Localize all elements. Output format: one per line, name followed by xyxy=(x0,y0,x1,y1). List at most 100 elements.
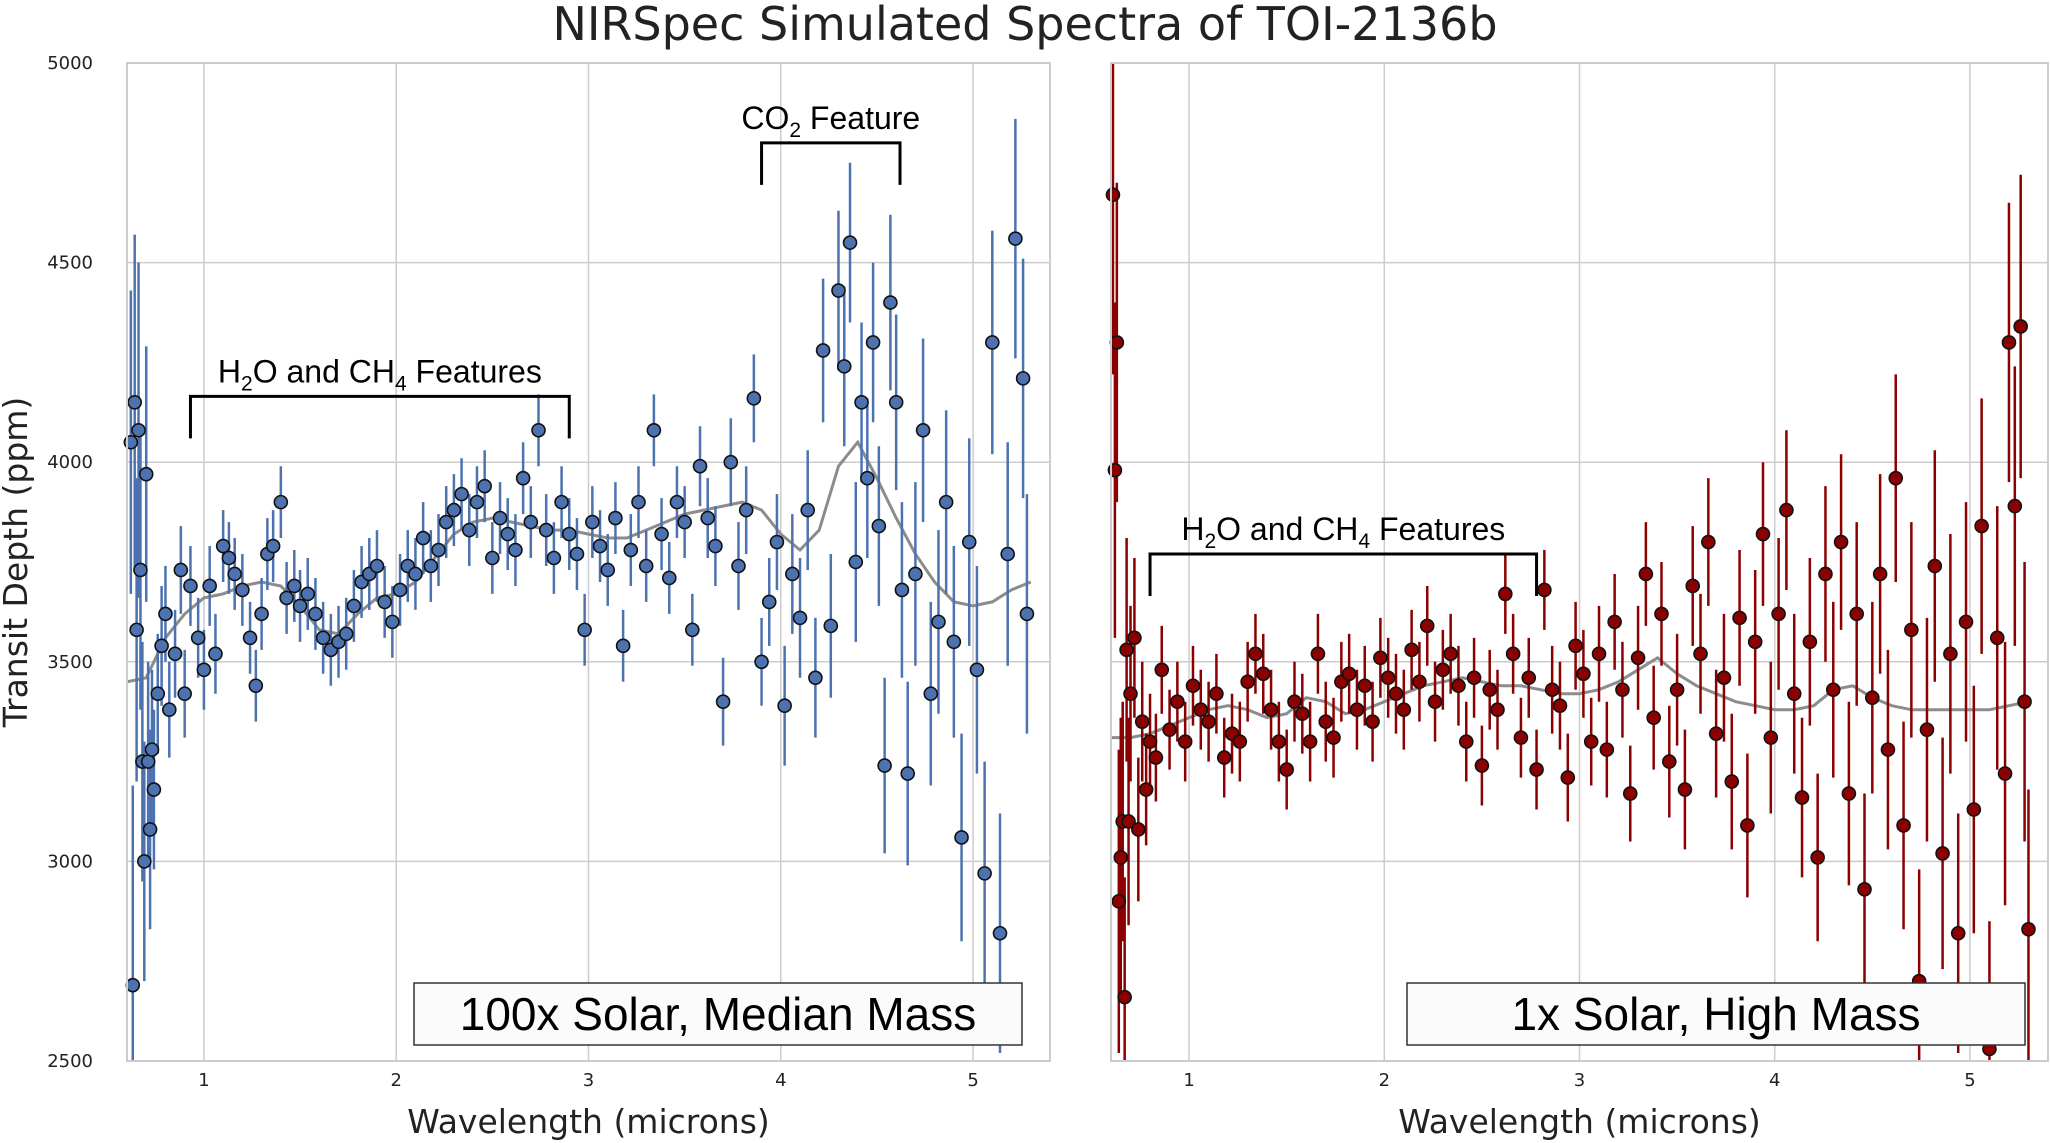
left-panel-data-point xyxy=(248,678,264,694)
right-panel-data-point xyxy=(1615,682,1630,698)
left-panel-data-point xyxy=(1008,231,1023,246)
left-panel-data-point xyxy=(608,510,623,526)
right-panel-data-point xyxy=(1669,682,1685,698)
right-panel-data-point xyxy=(2001,335,2017,350)
right-panel-data-point xyxy=(1583,734,1599,749)
right-panel-data-point xyxy=(2007,498,2023,514)
left-panel-data-point xyxy=(708,538,723,554)
left-panel-data-point xyxy=(338,626,354,642)
left-panel-data-point xyxy=(592,538,608,554)
left-panel-data-point xyxy=(515,470,531,486)
left-panel-data-point xyxy=(700,510,716,526)
right-panel-data-point xyxy=(1521,670,1537,686)
left-panel-data-point xyxy=(158,606,173,622)
left-panel-data-point xyxy=(848,554,864,570)
left-panel-data-point xyxy=(785,566,800,582)
right-panel-data-point xyxy=(1148,750,1164,765)
left-panel-data-point xyxy=(546,550,562,566)
left-panel-data-point xyxy=(915,422,931,438)
right-panel-data-point xyxy=(1142,734,1158,749)
right-panel-data-point xyxy=(1865,690,1880,706)
right-panel-data-point xyxy=(1943,646,1958,662)
right-panel-data-point xyxy=(1927,558,1943,574)
left-panel-data-point xyxy=(138,466,154,482)
left-panel-data-point xyxy=(961,534,977,550)
left-panel-data-point xyxy=(992,925,1008,941)
left-panel-data-point xyxy=(815,343,831,358)
left-panel-data-point xyxy=(561,526,577,542)
right-panel-data-point xyxy=(1919,722,1935,737)
right-panel-data-point xyxy=(1105,187,1121,203)
right-panel-data-point xyxy=(1326,730,1341,745)
left-panel-data-point xyxy=(300,586,316,602)
right-panel-data-point xyxy=(1708,726,1724,741)
left-panel-data-point xyxy=(800,502,816,518)
right-panel-data-point xyxy=(2017,694,2032,710)
left-panel-y-tick-label: 5000 xyxy=(47,53,93,74)
left-panel-x-tick-label: 5 xyxy=(967,1070,978,1091)
right-panel-frame xyxy=(1110,62,2049,1062)
right-panel-data-point xyxy=(1888,470,1904,486)
right-panel-data-point xyxy=(2021,921,2036,937)
right-panel-data-point xyxy=(1607,614,1622,630)
left-panel-data-point xyxy=(692,458,708,474)
left-panel-data-point xyxy=(254,606,269,622)
right-panel-data-point xyxy=(1127,630,1142,646)
left-panel-grid xyxy=(127,62,1050,1062)
right-panel-data-point xyxy=(1451,678,1466,694)
left-panel-data-point xyxy=(140,754,156,769)
right-panel-data-point xyxy=(1458,734,1474,749)
right-panel-data-point xyxy=(1435,662,1451,678)
left-panel-data-point xyxy=(146,782,162,797)
right-panel-data-point xyxy=(1193,702,1209,718)
left-panel-data-point xyxy=(646,422,662,438)
left-panel-data-point xyxy=(221,550,237,566)
right-panel-data-point xyxy=(1232,734,1248,749)
left-panel-data-point xyxy=(167,646,183,662)
left-panel-data-point xyxy=(585,514,600,530)
right-panel-data-point xyxy=(1966,802,1982,817)
left-panel-data-point xyxy=(1019,606,1035,622)
left-panel-data-point xyxy=(823,618,839,634)
right-panel-data-point xyxy=(1279,762,1294,777)
left-panel-data-point xyxy=(531,422,546,438)
left-panel-data-point xyxy=(154,638,169,654)
left-panel-data-point xyxy=(900,766,916,781)
right-panel-data-point xyxy=(1638,566,1654,582)
right-panel-data-point xyxy=(1482,682,1498,698)
left-panel-data-point xyxy=(190,630,206,646)
right-panel-data-point xyxy=(1138,782,1154,797)
left-panel-data-point xyxy=(492,510,508,526)
right-panel-data-point xyxy=(1349,702,1365,718)
left-panel-data-point xyxy=(836,359,852,374)
annotation-text-part: O and CH xyxy=(1216,511,1358,547)
right-panel-data-point xyxy=(1810,850,1825,865)
left-panel-data-point xyxy=(286,578,302,594)
right-panel-data-point xyxy=(1109,335,1125,350)
annotation-subscript: 4 xyxy=(395,372,407,395)
left-panel-data-point xyxy=(446,502,462,518)
left-panel-annotation-bracket xyxy=(760,141,902,185)
right-panel-data-point xyxy=(1113,850,1129,865)
left-panel-data-point xyxy=(415,530,431,546)
right-panel-data-point xyxy=(1794,790,1810,805)
right-panel-data-point xyxy=(1111,894,1127,909)
left-panel-y-tick-label: 2500 xyxy=(47,1051,93,1072)
right-panel-data-point xyxy=(1841,786,1857,801)
right-panel-data-point xyxy=(1396,702,1412,718)
left-panel-data-point xyxy=(215,538,231,554)
left-panel-data-point xyxy=(538,522,554,538)
left-panel-data-point xyxy=(577,622,592,638)
right-panel-data-point xyxy=(1216,750,1232,765)
left-panel-data-point xyxy=(308,606,323,622)
right-panel-data-point xyxy=(1373,650,1388,666)
left-panel-annotation: CO2 Feature xyxy=(741,100,920,185)
right-panel-data-point xyxy=(1117,989,1132,1005)
right-panel-data-point xyxy=(1255,666,1271,682)
right-panel-data-point xyxy=(1958,614,1974,630)
left-panel-data-point xyxy=(738,502,754,518)
right-panel-data-point xyxy=(1560,770,1576,785)
left-panel-annotation-label: H2O and CH4 Features xyxy=(218,353,542,395)
left-panel-data-point xyxy=(144,742,160,757)
